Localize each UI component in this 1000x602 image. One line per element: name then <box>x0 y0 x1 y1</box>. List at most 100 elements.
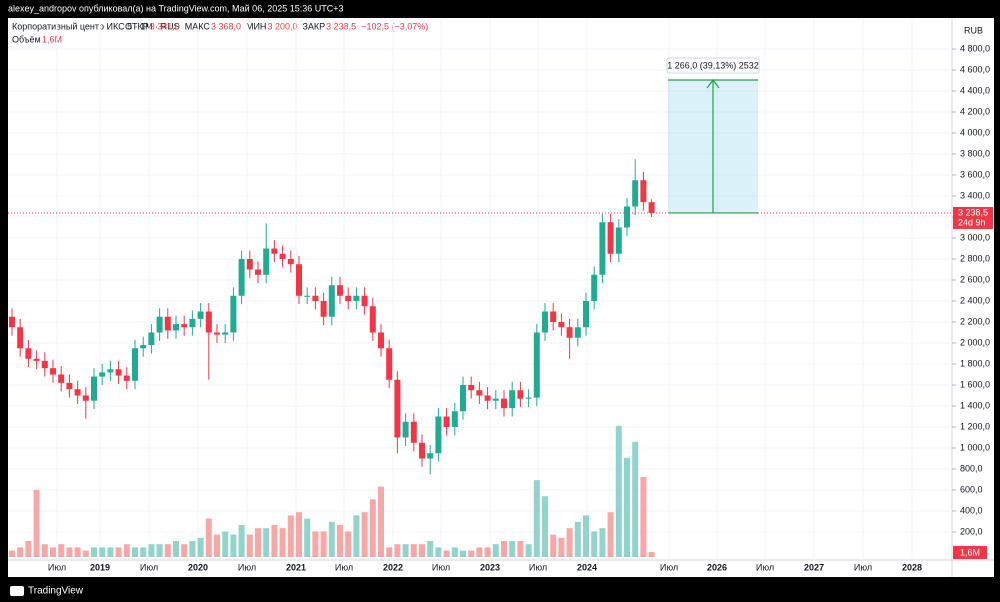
candle-body <box>435 416 442 454</box>
volume-bar <box>115 547 122 557</box>
candle-body <box>189 318 196 328</box>
volume-bar <box>328 521 335 557</box>
candle-body <box>345 295 352 301</box>
candle-body <box>99 372 106 377</box>
candle-body <box>533 332 540 398</box>
candle-body <box>361 295 368 307</box>
volume-bar <box>255 528 261 557</box>
candle-body <box>460 385 466 412</box>
y-tick-label: 1 400,0 <box>960 400 990 410</box>
candle-body <box>107 369 114 373</box>
volume-bar <box>164 544 171 557</box>
candle-body <box>320 301 327 317</box>
candle-body <box>632 180 639 207</box>
candle-body <box>558 322 565 328</box>
volume-bar <box>279 528 286 557</box>
volume-bar <box>246 534 253 557</box>
volume-bar <box>443 550 450 557</box>
candle-body <box>205 311 212 333</box>
y-tick-label: 400,0 <box>960 505 983 515</box>
y-tick-label: 2 000,0 <box>960 337 990 347</box>
x-tick-label: 2026 <box>707 562 727 572</box>
legend-key: ОТКР <box>125 21 149 31</box>
volume-bar <box>460 550 466 557</box>
volume-bar <box>173 541 179 557</box>
legend-value: 3 341,0 <box>150 21 180 31</box>
candle-body <box>74 389 81 396</box>
y-tick-label: 4 000,0 <box>960 127 990 137</box>
volume-bar <box>607 512 614 557</box>
publisher: alexey_andropov опубликовал(а) на Tradin… <box>8 3 344 13</box>
candle-body <box>427 453 434 459</box>
chart-title: Корпоративный центр ИКС 5 · 1М · RUS <box>12 21 180 31</box>
x-tick-label: Июл <box>529 562 547 572</box>
candle-body <box>156 316 163 333</box>
candle-body <box>468 385 475 391</box>
candle-body <box>25 348 32 359</box>
volume-bar <box>33 489 40 557</box>
x-tick-label: Июл <box>756 562 774 572</box>
volume-bar <box>181 544 188 557</box>
legend-value: 3 200,0 <box>267 21 297 31</box>
y-tick-label: 3 400,0 <box>960 190 990 200</box>
volume-value-box <box>953 546 987 559</box>
volume-bar <box>574 521 581 557</box>
volume-bar <box>345 531 352 557</box>
candle-body <box>230 295 237 333</box>
candle-body <box>263 248 270 275</box>
candle-body <box>525 397 532 399</box>
candle-body <box>640 180 647 203</box>
candle-body <box>271 248 278 254</box>
volume-bar <box>99 547 106 557</box>
x-tick-label: Июл <box>140 562 158 572</box>
y-tick-label: 3 800,0 <box>960 148 990 158</box>
volume-bar <box>648 551 655 557</box>
candle-body <box>566 327 573 338</box>
volume-bar <box>337 525 343 557</box>
candle-body <box>583 301 589 328</box>
volume-bar <box>468 550 475 557</box>
candle-body <box>58 374 65 383</box>
candle-body <box>181 324 188 328</box>
candle-body <box>148 332 155 346</box>
x-tick-label: Июл <box>854 562 872 572</box>
candle-body <box>337 285 343 296</box>
candle-body <box>197 311 204 319</box>
volume-bar <box>140 547 147 557</box>
x-tick-label: 2022 <box>383 562 403 572</box>
candle-body <box>33 358 40 361</box>
y-tick-label: 600,0 <box>960 484 983 494</box>
volume-bar <box>566 528 573 557</box>
y-tick-label: 1 000,0 <box>960 442 990 452</box>
y-tick-label: 800,0 <box>960 463 983 473</box>
x-tick-label: 2019 <box>90 562 110 572</box>
volume-bar <box>599 528 606 557</box>
countdown-label: 24d 9h <box>958 217 986 227</box>
volume-bar <box>550 534 557 557</box>
candle-body <box>410 421 417 443</box>
candle-body <box>238 259 245 296</box>
volume-bar <box>525 544 532 557</box>
volume-bar <box>66 547 73 557</box>
volume-bar <box>148 544 155 557</box>
y-tick-label: 3 600,0 <box>960 169 990 179</box>
last-price-label: 3 238,5 <box>958 207 988 217</box>
volume-bar <box>484 547 491 557</box>
volume-bar <box>361 512 368 557</box>
volume-bar <box>533 480 540 557</box>
volume-bar <box>214 534 220 557</box>
candle-body <box>386 348 393 380</box>
volume-bar <box>353 515 360 557</box>
volume-bar <box>230 534 237 557</box>
candle-body <box>574 327 581 338</box>
candle-body <box>353 295 360 301</box>
volume-bar <box>271 525 278 557</box>
candle-body <box>509 390 516 409</box>
volume-bar <box>501 541 507 557</box>
last-price-box <box>953 206 993 229</box>
volume-bar <box>312 531 319 557</box>
candle-body <box>214 332 220 335</box>
volume-bar <box>238 525 245 557</box>
volume-bar <box>558 537 565 557</box>
